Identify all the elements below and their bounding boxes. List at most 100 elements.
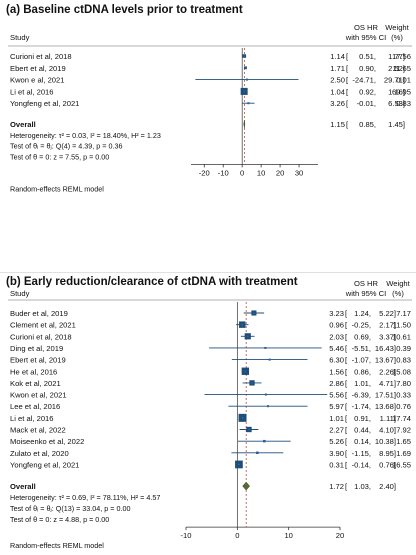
x-tick-label: 20 [336,531,344,540]
ci-upper: 1.11] [380,414,396,423]
study-name: Lee et al, 2016 [10,402,60,411]
overall-ci-lower: 1.03, [354,482,371,491]
weight-value: 1.65 [396,437,411,446]
study-name: Yongfeng et al, 2021 [10,99,79,108]
hr-value: 1.71 [330,64,345,73]
ci-bracket: [ [346,87,349,96]
hr-value: 2.03 [329,332,344,341]
ci-upper: 1.77] [388,52,405,61]
point-estimate [243,90,245,93]
ci-upper: 8.95] [379,449,396,458]
x-tick-label: -20 [199,168,210,177]
point-estimate [241,417,244,419]
hr-column-subheader: with 95% CI [345,33,387,42]
weight-value: 10.61 [392,332,411,341]
ci-bracket: [ [346,76,349,85]
point-estimate [244,370,247,373]
hr-column-subheader: with 95% CI [345,289,387,298]
study-name: Clement et al, 2021 [10,321,76,330]
study-name: Moiseenko et al, 2022 [10,437,84,446]
ci-bracket: [ [345,414,348,423]
weight-value: 17.56 [392,52,411,61]
hr-value: 1.01 [329,414,344,423]
ci-bracket: [ [345,426,348,435]
ci-lower: 0.69, [354,332,371,341]
point-estimate [251,382,253,384]
weight-value: 7.17 [396,309,411,318]
x-tick-label: -10 [218,168,229,177]
study-name: Kwon et al, 2021 [10,391,67,400]
ci-lower: -6.39, [352,391,371,400]
study-name: Mack et al, 2022 [10,426,66,435]
study-name: Ebert et al, 2019 [10,64,66,73]
ci-lower: -1.15, [352,449,371,458]
study-name: Ebert et al, 2019 [10,356,66,365]
weight-value: 7.80 [396,379,411,388]
heterogeneity-stat: Heterogeneity: τ² = 0.03, I² = 18.40%, H… [10,131,161,140]
ci-bracket: [ [346,99,349,108]
point-estimate [267,405,269,407]
overall-label: Overall [10,482,36,491]
overall-diamond [242,481,250,491]
panel-title: (b) Early reduction/clearance of ctDNA w… [6,276,298,288]
ci-lower: 0.44, [354,426,371,435]
ci-upper: 4.10] [379,426,396,435]
ci-lower: 0.51, [359,52,376,61]
ci-upper: 3.37] [379,332,396,341]
ci-bracket: [ [345,437,348,446]
ci-upper: 2.26] [379,367,396,376]
study-name: Curioni et al, 2018 [10,332,72,341]
x-tick-label: 20 [276,168,284,177]
weight-value: 1.69 [396,449,411,458]
model-footnote: Random-effects REML model [10,541,104,550]
point-estimate [263,440,266,442]
ci-lower: -1.07, [352,356,371,365]
hr-value: 2.86 [329,379,344,388]
heterogeneity-stat: Test of θ = 0: z = 7.55, p = 0.00 [10,152,109,161]
hr-value: 1.04 [330,87,345,96]
study-name: He et al, 2016 [10,367,57,376]
hr-column-header: OS HR [354,279,379,288]
ci-lower: -0.14, [352,460,371,469]
weight-value: 11.65 [393,64,411,73]
ci-lower: 1.24, [354,309,371,318]
study-name: Li et al, 2016 [10,87,54,96]
overall-ci-upper: 2.40] [379,482,396,491]
x-tick-label: 10 [284,531,292,540]
study-name: Curioni et al, 2018 [10,52,72,61]
overall-hr-value: 1.72 [329,482,344,491]
weight-column-header: Weight [386,279,410,288]
hr-value: 3.90 [329,449,344,458]
hr-value: 6.30 [329,356,344,365]
ci-lower: 0.14, [354,437,371,446]
ci-upper: 4.71] [379,379,396,388]
hr-value: 2.50 [330,76,345,85]
ci-bracket: [ [345,460,348,469]
weight-value: 0.83 [396,356,411,365]
ci-upper: 0.76] [379,460,396,469]
study-name: Kwon e al, 2021 [10,76,64,85]
weight-value: 0.83 [396,99,411,108]
ci-lower: 0.92, [359,87,376,96]
x-tick-label: -10 [181,531,192,540]
hr-value: 3.23 [329,309,344,318]
point-estimate [253,312,255,314]
point-estimate [268,358,271,361]
ci-lower: 0.90, [359,64,376,73]
ci-bracket: [ [345,309,348,318]
ci-lower: -1.74, [352,402,371,411]
ci-bracket: [ [346,120,349,129]
ci-lower: -0.25, [352,321,371,330]
ci-bracket: [ [346,52,349,61]
weight-column-subheader: (%) [391,33,403,42]
heterogeneity-stat: Test of θᵢ = θⱼ: Q(13) = 33.04, p = 0.00 [10,504,130,513]
ci-lower: -5.51, [352,344,371,353]
weight-value: 11.50 [393,321,411,330]
x-tick-label: 0 [235,531,239,540]
hr-value: 2.27 [329,426,344,435]
ci-bracket: [ [345,482,348,491]
ci-bracket: [ [345,356,348,365]
study-name: Yongfeng et al, 2021 [10,460,79,469]
